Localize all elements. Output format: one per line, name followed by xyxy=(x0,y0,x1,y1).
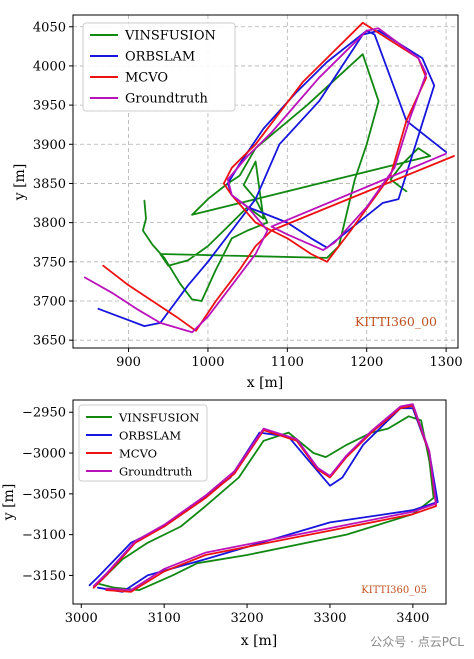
x-tick-label: 3400 xyxy=(396,611,429,626)
y-axis-label: y [m] xyxy=(12,164,28,202)
x-tick-label: 3100 xyxy=(148,611,181,626)
y-tick-label: −3050 xyxy=(22,487,66,502)
legend-entry: ORBSLAM xyxy=(119,429,181,443)
y-tick-label: 4050 xyxy=(33,20,66,35)
y-tick-label: −3100 xyxy=(22,528,66,543)
legend: VINSFUSION ORBSLAM MCVO Groundtruth xyxy=(82,22,236,112)
plot-frame xyxy=(72,399,447,605)
chart-kitti360-00: 900 1000 1100 1200 1300 3650 3700 3750 3800 3850 3… xyxy=(12,14,463,391)
x-tick-label: 3000 xyxy=(65,611,98,626)
y-tick-label: 3650 xyxy=(33,334,66,349)
legend-box xyxy=(82,22,236,112)
y-tick-label: −2950 xyxy=(22,406,66,421)
x-tick-label: 1200 xyxy=(350,355,383,370)
y-tick-label: 3700 xyxy=(33,294,66,309)
series-line-groundtruth xyxy=(92,403,438,591)
x-tick-label: 900 xyxy=(116,355,141,370)
series-line-mcvo xyxy=(102,21,455,332)
series-line-groundtruth xyxy=(84,27,448,334)
legend-entry: MCVO xyxy=(119,447,157,461)
x-tick-label: 3200 xyxy=(231,611,264,626)
legend-entry: Groundtruth xyxy=(119,465,193,479)
y-tick-label: 3750 xyxy=(33,255,66,270)
legend-box xyxy=(78,404,208,482)
series-line-orbslam xyxy=(97,29,448,328)
chart-kitti360-05: 3000 3100 3200 3300 3400 −2950 −3000 −3050 −3100… xyxy=(1,399,447,649)
legend-entry: Groundtruth xyxy=(125,92,209,107)
x-tick-label: 1300 xyxy=(430,355,463,370)
y-tick-label: 4000 xyxy=(33,59,66,74)
x-tick-label: 3300 xyxy=(313,611,346,626)
legend-entry: MCVO xyxy=(125,71,168,86)
dataset-annotation: KITTI360_05 xyxy=(361,585,427,596)
dataset-annotation: KITTI360_00 xyxy=(355,314,437,329)
legend-entry: VINSFUSION xyxy=(124,29,216,44)
tick-labels: 3000 3100 3200 3300 3400 −2950 −3000 −3050 −3100… xyxy=(22,406,429,626)
x-axis-label: x [m] xyxy=(247,375,284,391)
y-axis-label: y [m] xyxy=(1,484,17,522)
y-tick-label: 3800 xyxy=(33,216,66,231)
legend: VINSFUSION ORBSLAM MCVO Groundtruth xyxy=(78,404,208,482)
y-tick-label: 3950 xyxy=(33,99,66,114)
x-tick-label: 1100 xyxy=(271,355,304,370)
trajectory-lines xyxy=(88,403,439,593)
plot-frame xyxy=(72,14,459,349)
y-tick-label: 3900 xyxy=(33,138,66,153)
x-axis-label: x [m] xyxy=(241,633,278,649)
y-tick-label: 3850 xyxy=(33,177,66,192)
series-line-mcvo xyxy=(92,404,438,593)
y-tick-label: −3000 xyxy=(22,447,66,462)
y-tick-label: −3150 xyxy=(22,569,66,584)
watermark-text: 公众号 · 点云PCL xyxy=(370,635,464,649)
tick-labels: 900 1000 1100 1200 1300 3650 3700 3750 3800 3850 3… xyxy=(33,20,463,370)
legend-entry: VINSFUSION xyxy=(118,411,199,425)
x-tick-label: 1000 xyxy=(191,355,224,370)
legend-entry: ORBSLAM xyxy=(125,50,195,65)
trajectory-lines xyxy=(84,21,455,334)
series-line-vinsfusion xyxy=(141,53,432,302)
